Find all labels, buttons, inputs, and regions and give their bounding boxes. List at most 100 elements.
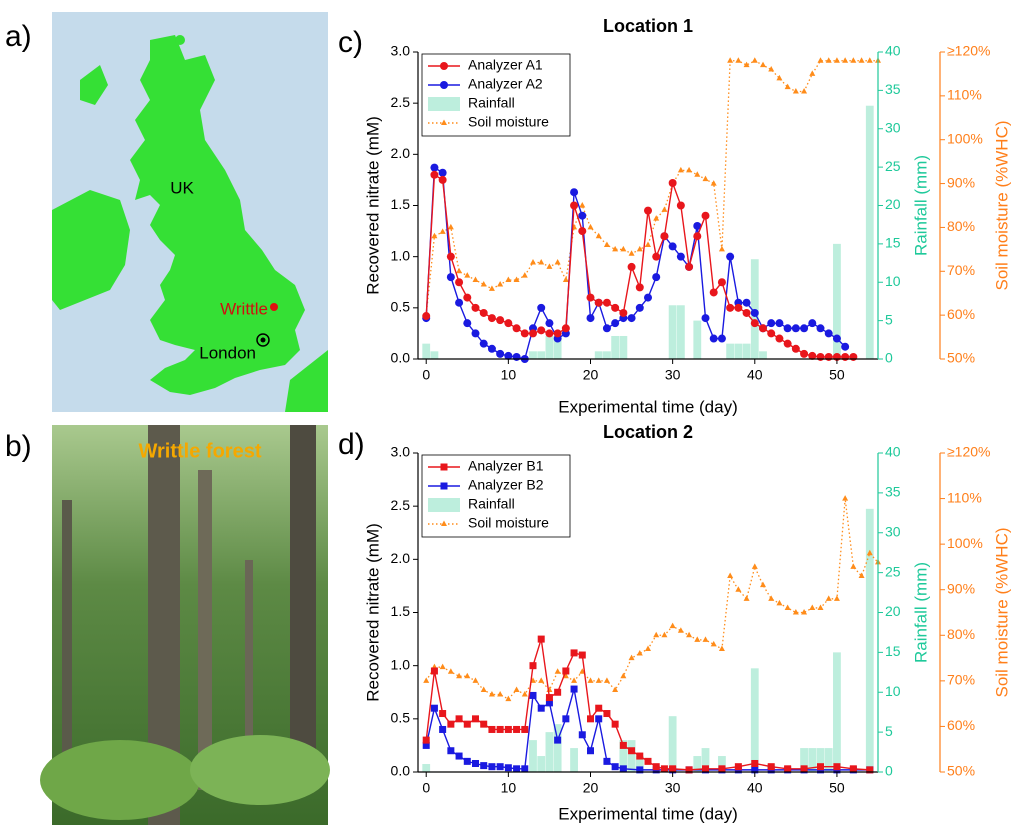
data-point — [858, 572, 865, 579]
y3-tick-label: 50% — [947, 763, 975, 779]
x-axis-title: Experimental time (day) — [558, 804, 738, 823]
data-point — [512, 352, 521, 361]
data-point — [832, 334, 841, 343]
data-point — [833, 595, 840, 601]
tree-trunk — [245, 560, 253, 760]
x-axis-title: Experimental time (day) — [558, 397, 738, 416]
legend-label: Rainfall — [468, 496, 515, 512]
data-point — [430, 163, 439, 172]
data-point — [595, 704, 603, 712]
y2-tick-label: 40 — [885, 43, 901, 59]
x-tick-label: 0 — [422, 780, 430, 796]
data-point — [446, 273, 455, 282]
data-point — [480, 720, 488, 728]
data-point — [669, 622, 676, 629]
data-point — [841, 342, 850, 351]
data-point — [571, 677, 578, 683]
data-point — [768, 595, 775, 601]
data-point — [676, 201, 685, 210]
data-point — [471, 329, 480, 338]
bar — [701, 748, 710, 772]
data-point — [480, 686, 487, 692]
data-point — [553, 329, 562, 338]
data-point — [422, 736, 430, 744]
bar — [865, 105, 874, 359]
map-label: Writtle — [220, 299, 268, 318]
data-point — [463, 757, 471, 765]
data-point — [702, 765, 709, 773]
data-point — [587, 223, 594, 230]
data-point — [850, 57, 857, 63]
data-point — [472, 276, 479, 283]
data-point — [743, 61, 750, 68]
data-point — [480, 762, 488, 770]
panel-label: b) — [5, 430, 32, 463]
data-point — [636, 766, 644, 774]
data-point — [488, 763, 496, 771]
data-point — [455, 715, 463, 723]
data-point — [841, 352, 850, 361]
data-point — [817, 763, 824, 771]
bar — [422, 343, 431, 359]
data-point — [497, 691, 504, 697]
y2-tick-label: 35 — [885, 484, 901, 500]
data-point — [513, 276, 520, 283]
y-axis-title: Recovered nitrate (mM) — [363, 523, 382, 702]
data-point — [463, 720, 471, 728]
data-point — [455, 278, 464, 287]
tree-trunk — [62, 500, 72, 760]
data-point — [709, 288, 718, 297]
y2-axis-title: Rainfall (mm) — [911, 562, 930, 663]
y2-tick-label: 0 — [885, 350, 893, 366]
y3-tick-label: 50% — [947, 350, 975, 366]
data-point — [825, 57, 832, 63]
data-point — [447, 668, 454, 674]
fern — [40, 740, 200, 820]
data-point — [430, 667, 438, 675]
data-point — [545, 699, 553, 707]
y2-tick-label: 40 — [885, 444, 901, 460]
data-point — [611, 720, 619, 728]
x-tick-label: 20 — [583, 367, 599, 383]
data-point — [685, 766, 693, 774]
data-point — [866, 766, 874, 774]
bar — [668, 305, 677, 359]
data-point — [842, 495, 849, 501]
data-point — [866, 549, 873, 556]
data-point — [612, 686, 619, 692]
bar — [833, 243, 841, 359]
y2-tick-label: 5 — [885, 723, 893, 739]
data-point — [471, 303, 480, 312]
data-point — [701, 211, 710, 220]
data-point — [849, 765, 857, 773]
data-point — [801, 609, 808, 615]
data-point — [530, 259, 536, 265]
data-point — [464, 672, 471, 679]
data-point — [587, 677, 594, 683]
data-point — [660, 232, 669, 241]
data-point — [727, 57, 734, 63]
y-tick-label: 3.0 — [391, 444, 411, 460]
y3-tick-label: ≥120% — [947, 43, 991, 59]
data-point — [735, 57, 742, 63]
data-point — [694, 171, 701, 177]
chart-title: Location 2 — [603, 422, 693, 442]
bar — [800, 748, 808, 772]
bar — [693, 320, 702, 359]
data-point — [538, 677, 545, 683]
data-point — [645, 645, 651, 651]
data-point — [439, 725, 447, 733]
y-tick-label: 1.5 — [391, 603, 411, 619]
data-point — [587, 715, 594, 723]
bar — [594, 351, 603, 359]
y-tick-label: 2.0 — [391, 550, 411, 566]
panel-label: c) — [338, 26, 363, 59]
data-point — [554, 259, 561, 265]
data-point — [431, 232, 438, 239]
data-point — [463, 293, 472, 302]
data-point — [487, 314, 496, 323]
data-point — [529, 662, 537, 670]
legend-label: Soil moisture — [468, 114, 549, 130]
data-point — [808, 351, 817, 360]
data-point — [768, 66, 775, 72]
